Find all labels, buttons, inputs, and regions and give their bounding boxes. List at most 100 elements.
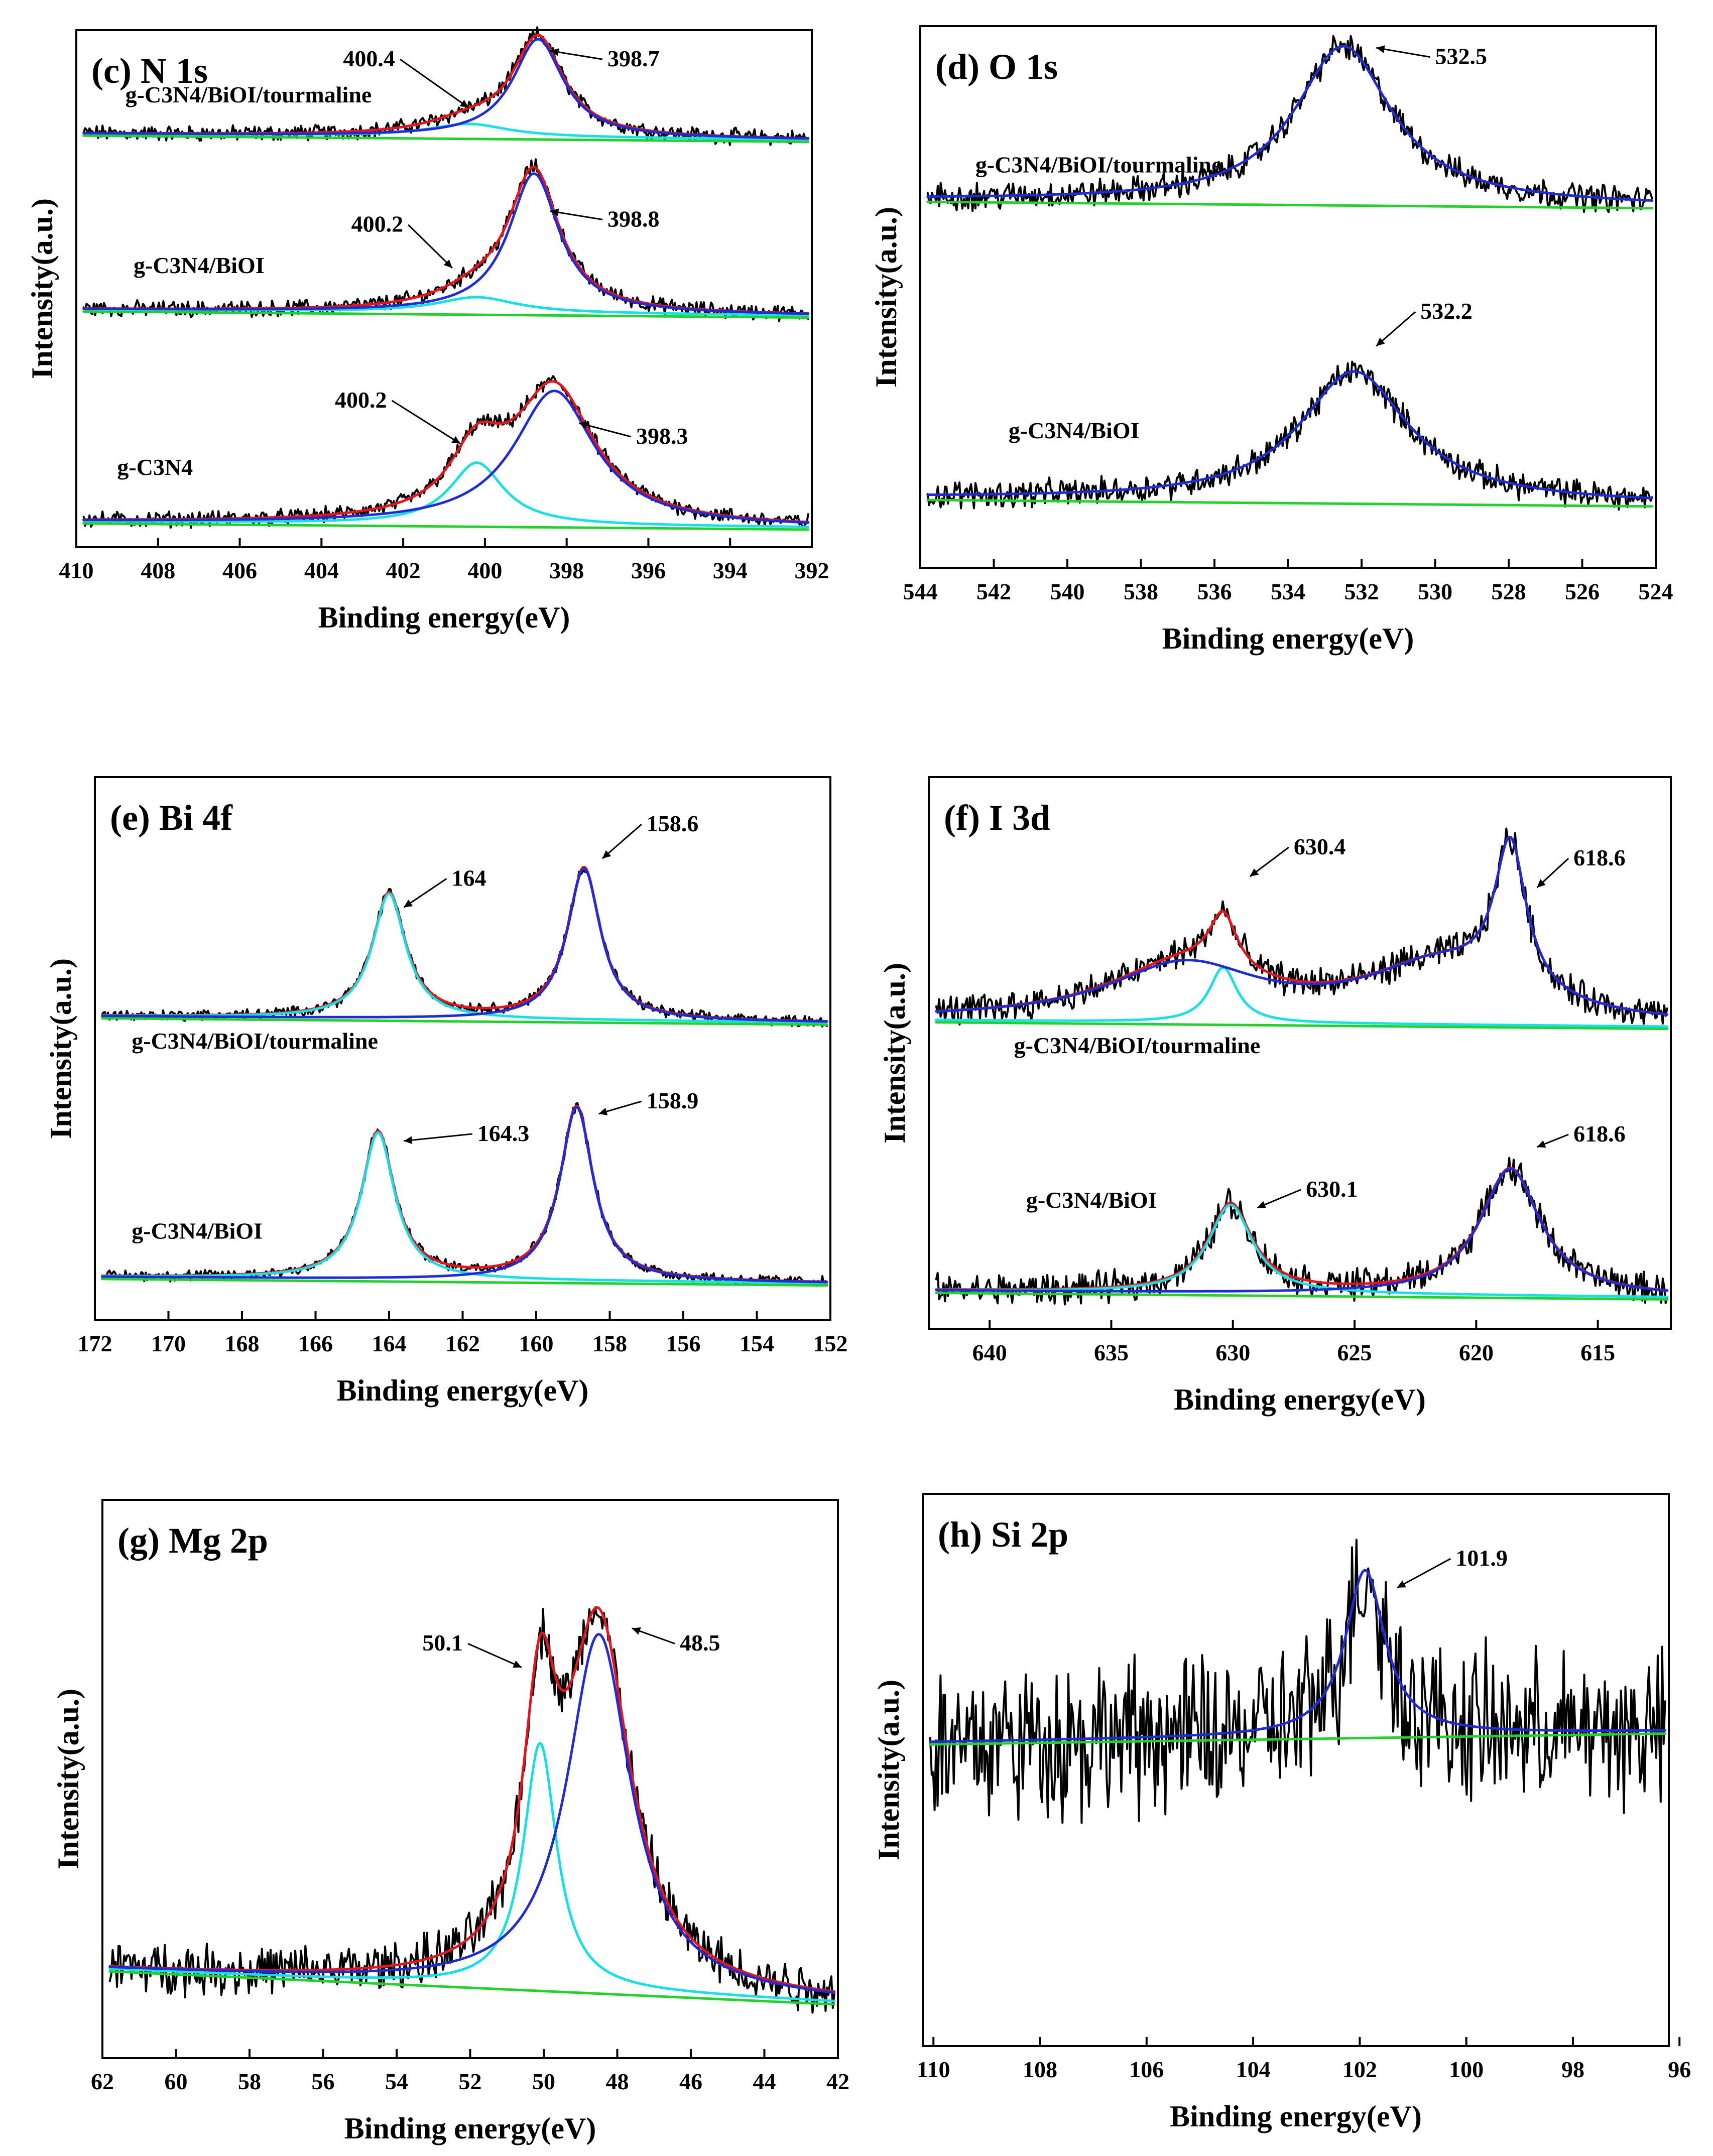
main-peak-fit-line xyxy=(82,390,810,524)
peak-label: 398.3 xyxy=(636,423,688,449)
peak-arrowhead xyxy=(1537,879,1546,887)
x-tick-label: 106 xyxy=(1129,2057,1164,2082)
peak-arrow xyxy=(404,1133,472,1142)
x-tick-label: 168 xyxy=(225,1331,260,1356)
x-tick-label: 526 xyxy=(1565,579,1600,604)
background-line xyxy=(82,522,810,531)
peak-arrowhead xyxy=(579,421,588,429)
secondary-peak-fit-line xyxy=(101,1131,828,1285)
x-tick-label: 104 xyxy=(1236,2057,1271,2082)
x-tick-label: 164 xyxy=(372,1331,407,1356)
plot-frame xyxy=(922,1493,1670,2047)
raw-spectrum-line xyxy=(108,1606,835,2014)
peak-label: 630.1 xyxy=(1306,1176,1358,1202)
x-tick-label: 46 xyxy=(679,2069,702,2094)
main-peak-fit-line xyxy=(82,172,810,315)
panel-title: (f) I 3d xyxy=(944,798,1050,838)
main-peak-fit-line xyxy=(101,1106,828,1284)
x-tick-label: 58 xyxy=(238,2069,261,2094)
series-label: g-C3N4/BiOI xyxy=(1026,1187,1157,1213)
main-peak-fit-line xyxy=(926,45,1654,202)
peak-label: 164.3 xyxy=(477,1120,530,1146)
raw-spectrum-line xyxy=(926,35,1653,213)
peak-label: 400.2 xyxy=(351,211,404,237)
peak-arrowhead xyxy=(1257,1201,1267,1209)
x-tick-label: 406 xyxy=(222,558,257,583)
peak-arrowhead xyxy=(1376,45,1385,53)
x-tick-label: 158 xyxy=(592,1331,627,1356)
series-label: g-C3N4/BiOI/tourmaline xyxy=(975,152,1222,178)
peak-arrow xyxy=(578,422,632,438)
x-tick-label: 408 xyxy=(141,558,175,583)
x-tick-label: 160 xyxy=(519,1331,554,1356)
secondary-peak-fit-line xyxy=(108,1742,836,2002)
peak-arrowhead xyxy=(602,850,611,859)
x-tick-label: 635 xyxy=(1094,1340,1129,1365)
xps-panel: 62 60 58 56 54 52 50 48 46 44 42 Binding energy(eV)… xyxy=(52,1499,849,2145)
peak-label: 158.9 xyxy=(647,1088,699,1113)
series-label: g-C3N4/BiOI/tourmaline xyxy=(132,1028,378,1054)
panel-title: (c) N 1s xyxy=(91,51,208,91)
x-tick-label: 630 xyxy=(1215,1340,1250,1365)
peak-label: 532.5 xyxy=(1435,44,1488,69)
peak-arrow xyxy=(1396,1558,1451,1589)
raw-spectrum-line xyxy=(82,375,809,529)
x-tick-label: 156 xyxy=(666,1331,701,1356)
x-tick-label: 60 xyxy=(165,2069,188,2094)
envelope-fit-line xyxy=(935,1167,1669,1292)
x-tick-label: 402 xyxy=(386,558,421,583)
background-line xyxy=(926,200,1654,210)
peak-label: 158.6 xyxy=(647,811,699,836)
background-line xyxy=(101,1017,828,1026)
x-tick-label: 398 xyxy=(549,558,584,583)
x-axis-label: Binding energy(eV) xyxy=(1170,2100,1422,2133)
main-peak-fit-line xyxy=(926,370,1654,499)
peak-arrow xyxy=(550,210,603,220)
x-tick-label: 404 xyxy=(304,558,339,583)
x-tick-label: 536 xyxy=(1197,579,1232,604)
panel-title: (d) O 1s xyxy=(935,47,1058,87)
background-line xyxy=(108,1970,836,2006)
plot-frame xyxy=(928,776,1672,1330)
plot-frame xyxy=(101,1499,839,2059)
background-line xyxy=(929,1732,1667,1746)
x-axis-label: Binding energy(eV) xyxy=(1162,622,1414,655)
x-tick-label: 524 xyxy=(1639,579,1673,604)
peak-arrow xyxy=(601,824,642,859)
peak-arrowhead xyxy=(632,1627,641,1635)
peak-arrowhead xyxy=(1250,868,1259,876)
peak-label: 400.4 xyxy=(343,46,395,71)
x-tick-label: 532 xyxy=(1344,579,1379,604)
x-tick-label: 542 xyxy=(976,579,1011,604)
x-tick-label: 100 xyxy=(1449,2057,1484,2082)
x-tick-label: 540 xyxy=(1050,579,1085,604)
x-tick-label: 166 xyxy=(298,1331,333,1356)
peak-arrow xyxy=(403,878,447,908)
x-tick-label: 110 xyxy=(917,2057,950,2082)
x-tick-label: 96 xyxy=(1668,2057,1691,2082)
peak-label: 400.2 xyxy=(335,387,387,413)
y-axis-label: Intensity(a.u.) xyxy=(44,958,77,1139)
x-tick-label: 615 xyxy=(1580,1340,1615,1365)
series-label: g-C3N4/BiOI/tourmaline xyxy=(1014,1033,1261,1058)
main-peak-fit-line xyxy=(82,38,810,140)
x-tick-label: 620 xyxy=(1459,1340,1494,1365)
background-line xyxy=(82,310,810,319)
peak-label: 630.4 xyxy=(1294,834,1346,859)
secondary-peak-fit-line xyxy=(935,1203,1669,1298)
x-tick-label: 625 xyxy=(1337,1340,1372,1365)
peak-arrow xyxy=(399,58,469,108)
background-line xyxy=(926,498,1654,508)
peak-arrow xyxy=(550,50,603,60)
peak-arrowhead xyxy=(404,1136,413,1145)
raw-spectrum-line xyxy=(101,1102,828,1287)
x-tick-label: 152 xyxy=(813,1331,848,1356)
x-tick-label: 42 xyxy=(826,2069,849,2094)
x-tick-label: 392 xyxy=(795,558,829,583)
peak-label: 50.1 xyxy=(422,1630,463,1656)
peak-label: 618.6 xyxy=(1573,1121,1626,1147)
envelope-fit-line xyxy=(101,1104,828,1283)
x-tick-label: 544 xyxy=(903,579,938,604)
y-axis-label: Intensity(a.u.) xyxy=(870,207,903,388)
